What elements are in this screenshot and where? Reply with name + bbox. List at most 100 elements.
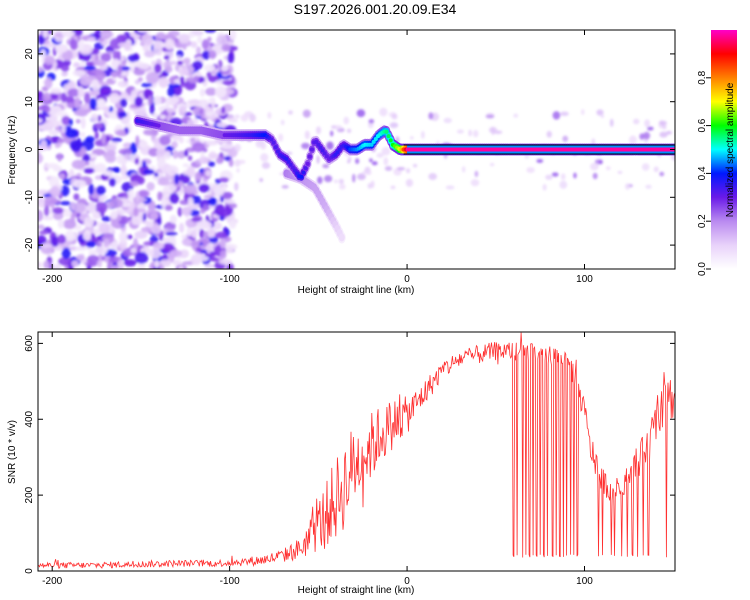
noise-blob xyxy=(470,179,480,187)
noise-blob xyxy=(102,170,114,177)
noise-blob xyxy=(179,249,190,259)
noise-blob xyxy=(228,158,234,167)
noise-blob xyxy=(40,49,47,59)
noise-blob xyxy=(110,210,118,220)
noise-blob xyxy=(84,216,95,228)
noise-blob xyxy=(123,41,131,51)
noise-blob xyxy=(90,113,99,123)
noise-blob xyxy=(205,87,217,96)
noise-blob xyxy=(267,112,272,119)
ridge-peak xyxy=(369,142,374,147)
noise-blob xyxy=(38,118,43,124)
noise-blob xyxy=(203,64,216,72)
noise-blob xyxy=(94,245,108,256)
noise-blob xyxy=(645,184,652,189)
noise-blob xyxy=(304,130,310,140)
noise-blob xyxy=(91,79,100,91)
noise-blob xyxy=(72,179,87,189)
noise-blob xyxy=(127,54,139,63)
noise-blob xyxy=(62,209,72,218)
noise-blob xyxy=(86,265,92,269)
noise-blob xyxy=(222,226,228,233)
noise-blob xyxy=(368,119,375,124)
noise-blob xyxy=(152,241,165,250)
noise-blob xyxy=(62,49,73,61)
snr-plot-area xyxy=(38,332,675,569)
noise-blob xyxy=(199,228,205,239)
noise-blob xyxy=(71,260,79,267)
noise-blob xyxy=(117,80,129,88)
noise-blob xyxy=(366,170,372,176)
noise-blob xyxy=(94,131,99,140)
y-tick-label: -20 xyxy=(24,237,35,252)
noise-blob xyxy=(229,30,237,41)
noise-blob xyxy=(83,167,95,174)
noise-blob xyxy=(346,128,352,133)
noise-blob xyxy=(203,204,209,212)
noise-blob xyxy=(181,206,193,216)
spectrogram-image xyxy=(38,30,675,269)
noise-blob xyxy=(100,52,112,62)
noise-blob xyxy=(179,222,185,234)
noise-blob xyxy=(72,69,87,77)
noise-blob xyxy=(204,263,216,269)
noise-blob xyxy=(78,39,85,52)
noise-blob xyxy=(137,190,149,198)
colorbar-tick-label: 0.6 xyxy=(697,118,708,132)
spur-core xyxy=(338,233,345,242)
noise-blob xyxy=(101,132,107,144)
noise-blob xyxy=(57,219,65,229)
noise-blob xyxy=(52,207,64,214)
noise-blob xyxy=(596,109,604,116)
ridge-peak xyxy=(384,129,389,134)
noise-blob xyxy=(165,231,178,236)
noise-blob xyxy=(135,191,140,203)
noise-blob xyxy=(94,139,104,147)
noise-blob xyxy=(573,172,577,179)
noise-blob xyxy=(339,183,346,190)
noise-blob xyxy=(153,43,163,56)
noise-blob xyxy=(64,95,74,103)
noise-blob xyxy=(412,163,418,168)
noise-blob xyxy=(130,247,137,254)
noise-blob xyxy=(220,65,229,72)
noise-blob xyxy=(176,55,182,61)
noise-blob xyxy=(172,259,182,266)
noise-blob xyxy=(224,198,236,204)
noise-blob xyxy=(177,60,184,65)
noise-blob xyxy=(73,202,86,214)
noise-blob xyxy=(381,147,391,156)
noise-blob xyxy=(219,238,226,249)
noise-blob xyxy=(74,97,81,109)
noise-blob xyxy=(163,33,175,40)
noise-blob xyxy=(221,191,233,199)
noise-blob xyxy=(335,125,342,130)
noise-blob xyxy=(204,30,217,33)
noise-blob xyxy=(61,71,68,77)
colorbar-tick-label: 0.2 xyxy=(697,214,708,228)
noise-blob xyxy=(355,158,360,164)
noise-blob xyxy=(167,96,180,104)
noise-blob xyxy=(316,155,320,164)
noise-blob xyxy=(172,150,179,159)
noise-blob xyxy=(42,30,49,39)
noise-blob xyxy=(166,107,177,113)
noise-blob xyxy=(213,186,225,197)
noise-blob xyxy=(191,195,202,205)
noise-blob xyxy=(600,114,605,119)
noise-blob xyxy=(581,108,585,116)
noise-blob xyxy=(38,35,45,45)
x-tick-label: 100 xyxy=(576,274,593,285)
noise-blob xyxy=(38,230,48,235)
noise-blob xyxy=(410,136,414,140)
noise-blob xyxy=(159,114,166,120)
noise-blob xyxy=(389,122,399,129)
noise-blob xyxy=(124,153,131,160)
noise-blob xyxy=(88,183,95,196)
x-tick-label: -100 xyxy=(220,576,240,587)
noise-blob xyxy=(157,157,166,167)
noise-blob xyxy=(261,162,271,169)
noise-blob xyxy=(38,123,53,131)
noise-blob xyxy=(653,166,659,173)
noise-blob xyxy=(625,183,630,190)
